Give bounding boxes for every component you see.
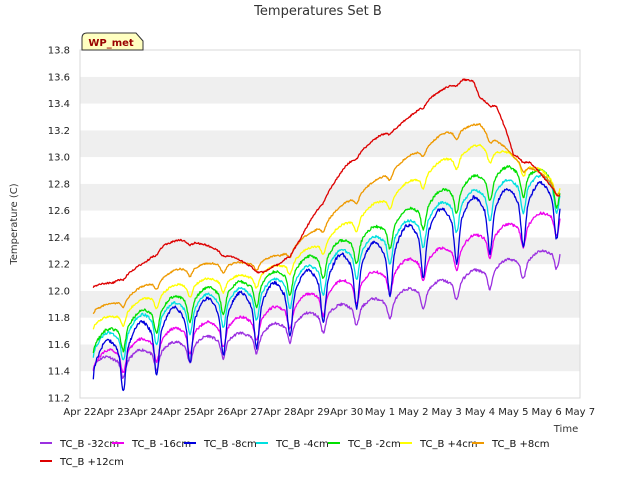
grid-band xyxy=(80,157,580,184)
series-line xyxy=(92,123,561,315)
series-line xyxy=(92,249,561,380)
y-tick-label: 13.8 xyxy=(48,46,70,57)
x-tick-label: Apr 29 xyxy=(297,407,330,418)
grid-band xyxy=(80,290,580,318)
chart-title: Temperatures Set B xyxy=(253,4,382,19)
grid-band xyxy=(80,371,580,398)
y-tick-label: 12.4 xyxy=(48,233,70,244)
y-tick-label: 12.0 xyxy=(48,286,70,297)
y-tick-label: 11.8 xyxy=(48,313,70,324)
x-tick-label: Apr 23 xyxy=(97,407,130,418)
plot-frame xyxy=(79,49,581,399)
y-tick-label: 12.2 xyxy=(48,260,70,271)
legend-label: TC_B -32cm xyxy=(59,439,119,450)
x-tick-label: May 1 xyxy=(365,407,395,418)
legend-label: TC_B +4cm xyxy=(419,439,478,450)
y-tick-label: 13.0 xyxy=(48,153,70,164)
x-tick-label: Apr 27 xyxy=(230,407,263,418)
legend-label: TC_B -4cm xyxy=(275,439,329,450)
x-tick-label: May 4 xyxy=(465,407,495,418)
y-axis-label: Temperature (C) xyxy=(9,183,20,265)
y-tick-label: 12.8 xyxy=(48,179,70,190)
x-tick-label: May 6 xyxy=(532,407,562,418)
x-tick-label: Apr 22 xyxy=(63,407,96,418)
legend-label: TC_B +12cm xyxy=(59,457,124,468)
x-tick-label: Apr 30 xyxy=(330,407,363,418)
legend-label: TC_B -8cm xyxy=(203,439,257,450)
x-tick-label: Apr 28 xyxy=(263,407,296,418)
badge-shape xyxy=(81,32,144,51)
grid-band xyxy=(80,264,580,291)
y-tick-label: 11.2 xyxy=(48,394,70,405)
y-tick-label: 12.6 xyxy=(48,206,70,217)
station-badge: WP_met xyxy=(81,32,144,51)
legend-label: TC_B -16cm xyxy=(131,439,191,450)
x-tick-label: Apr 24 xyxy=(130,407,163,418)
grid-band xyxy=(80,237,580,265)
x-axis-ticks: Apr 22 Apr 23 Apr 24 Apr 25 Apr 26 Apr 27 Apr … xyxy=(63,407,595,418)
y-tick-label: 11.6 xyxy=(48,340,70,351)
series-line xyxy=(92,143,561,330)
x-tick-label: Apr 26 xyxy=(197,407,230,418)
y-tick-label: 13.2 xyxy=(48,126,70,137)
legend: TC_B -32cm TC_B -16cm TC_B -8cm TC_B -4cm TC… xyxy=(40,439,550,468)
badge-label: WP_met xyxy=(88,38,134,49)
grid-band xyxy=(80,317,580,345)
grid-band xyxy=(80,210,580,238)
x-tick-label: Apr 25 xyxy=(163,407,196,418)
series-line xyxy=(92,173,561,361)
grid-bands xyxy=(80,50,580,398)
grid-band xyxy=(80,130,580,158)
y-axis-ticks: 11.2 11.4 11.6 11.8 12.0 12.2 12.4 12.6 12.8 13.0… xyxy=(48,46,70,405)
series-lines xyxy=(92,78,561,392)
grid-band xyxy=(80,50,580,77)
series-line xyxy=(92,78,561,288)
series-line xyxy=(92,165,561,354)
x-tick-label: May 5 xyxy=(498,407,528,418)
grid-band xyxy=(80,183,580,211)
x-tick-label: May 3 xyxy=(432,407,462,418)
x-tick-label: May 7 xyxy=(565,407,595,418)
y-tick-label: 11.4 xyxy=(48,367,70,378)
x-tick-label: May 2 xyxy=(398,407,428,418)
legend-label: TC_B +8cm xyxy=(491,439,550,450)
series-line xyxy=(92,211,561,373)
y-tick-label: 13.6 xyxy=(48,72,70,83)
series-line xyxy=(92,180,561,392)
y-tick-label: 13.4 xyxy=(48,99,70,110)
legend-label: TC_B -2cm xyxy=(347,439,401,450)
x-axis-label: Time xyxy=(553,424,578,435)
grid-band xyxy=(80,76,580,104)
